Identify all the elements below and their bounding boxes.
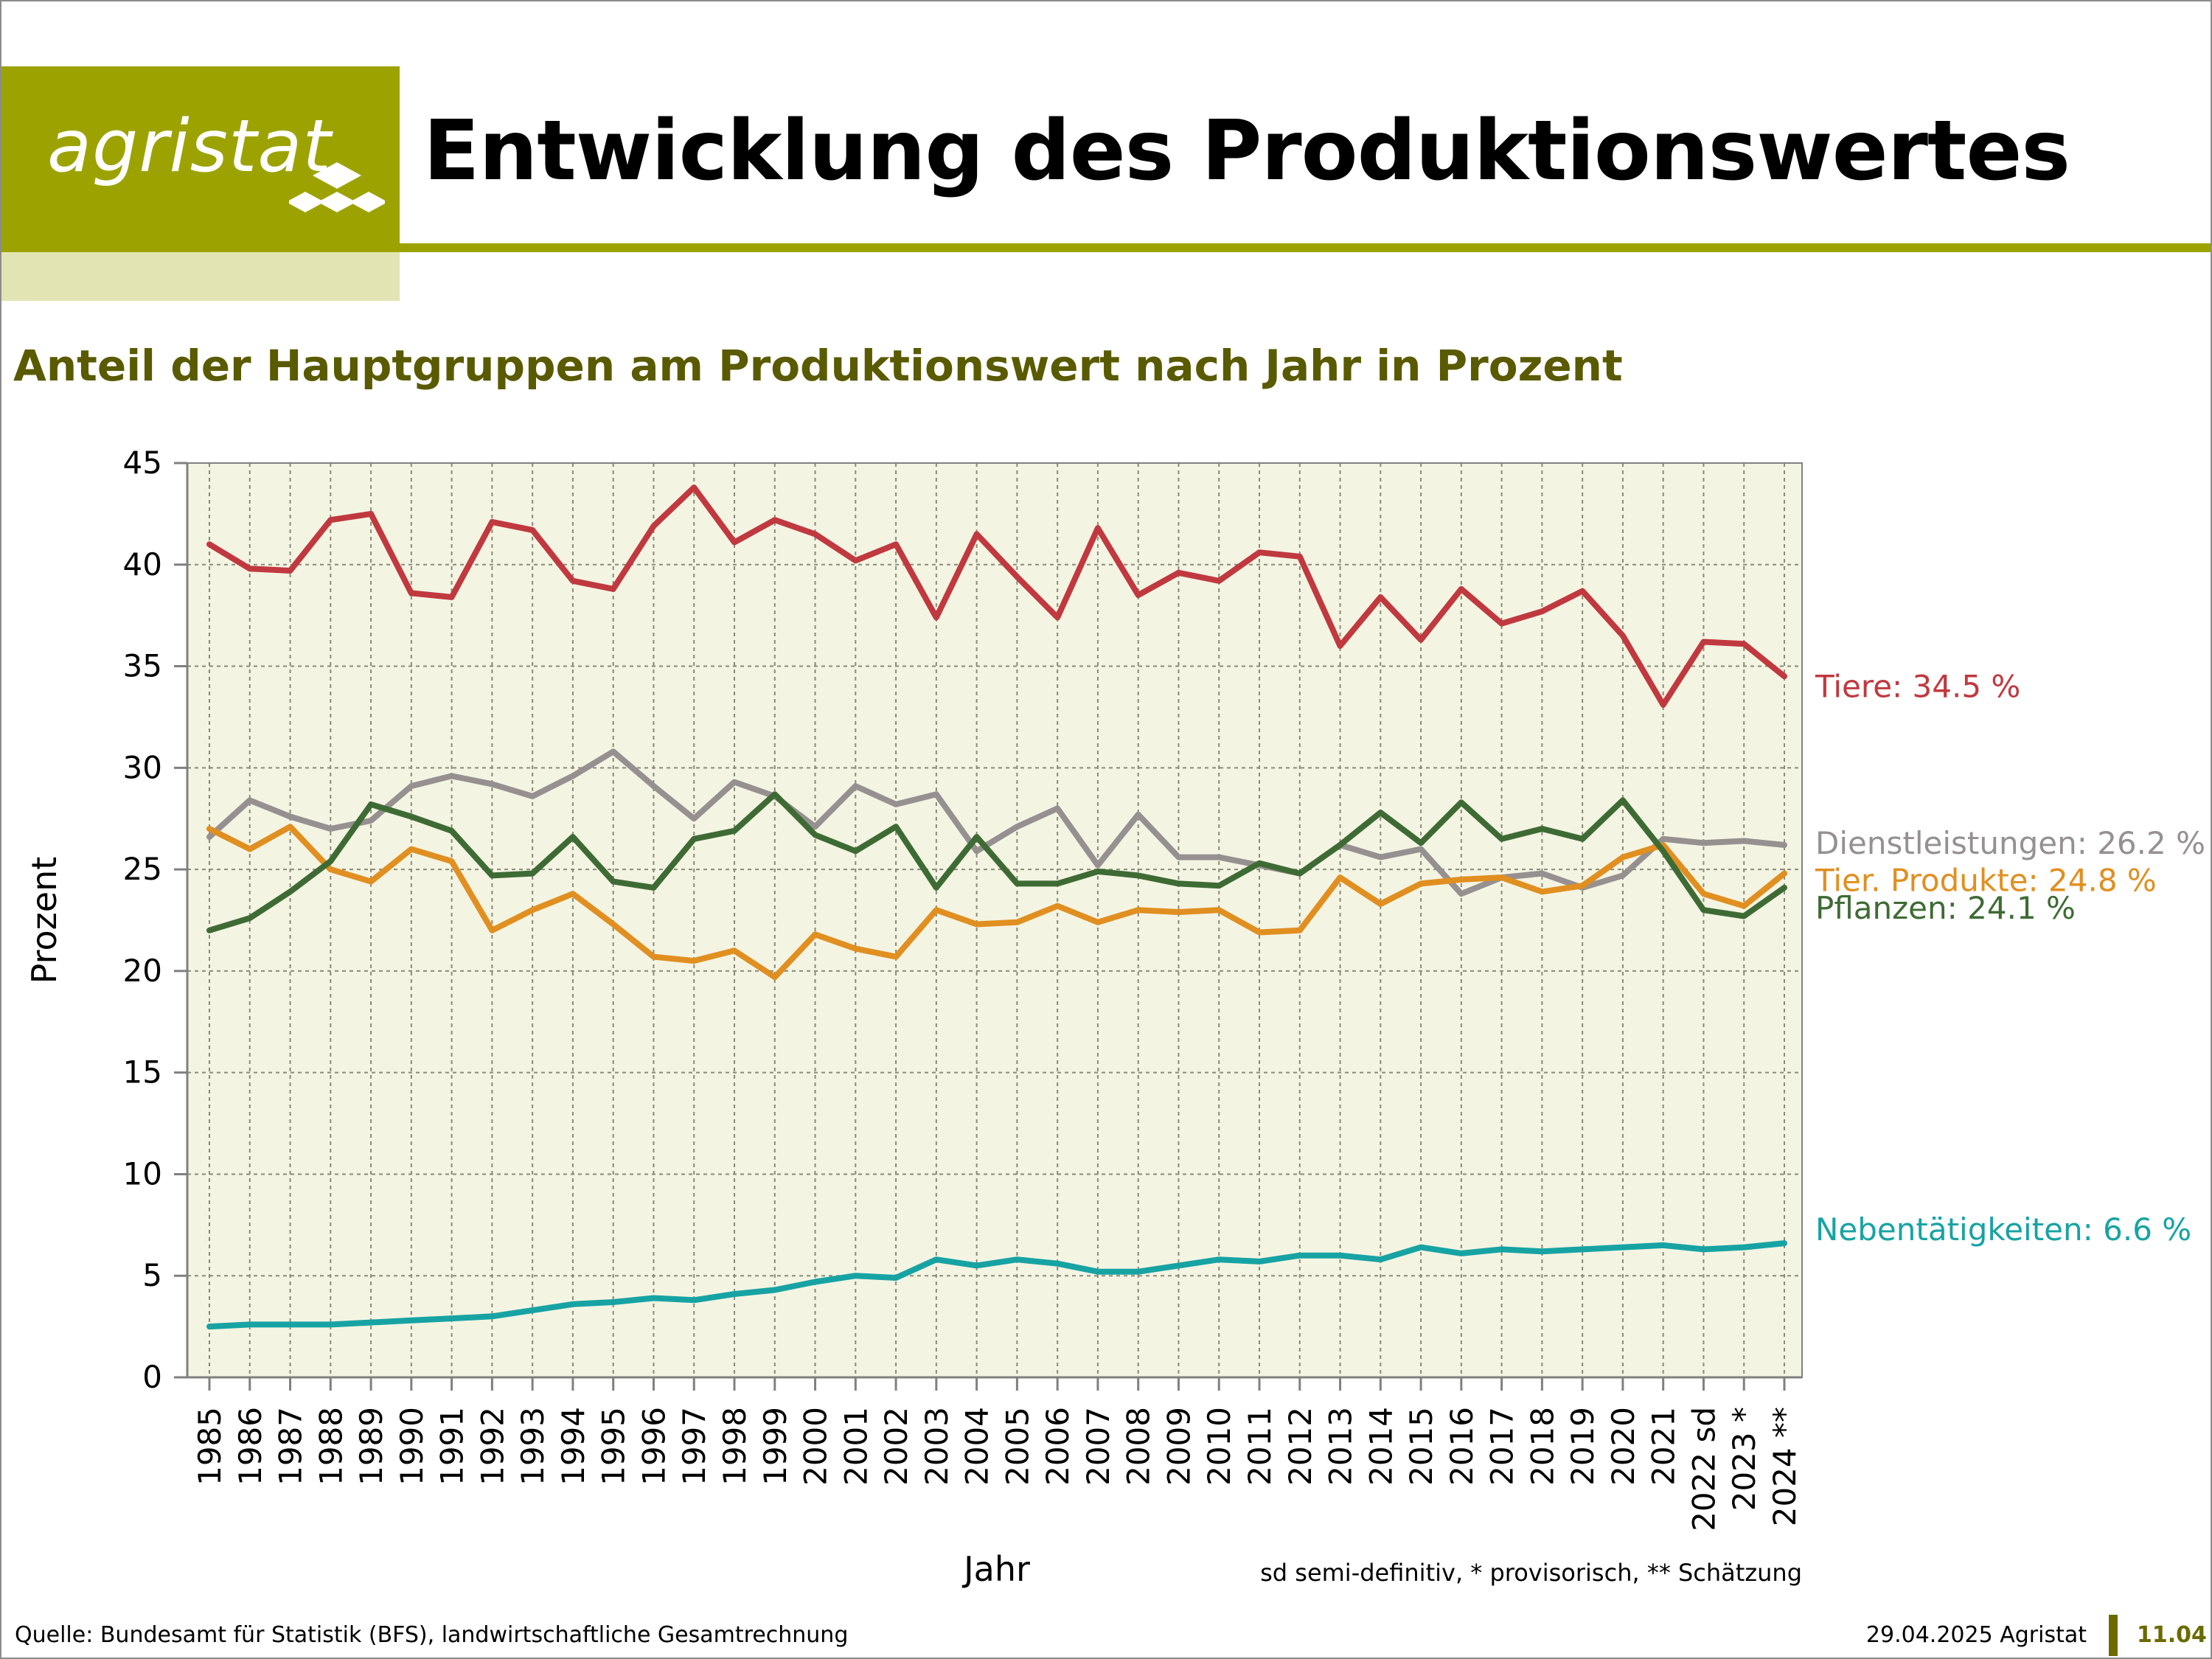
x-tick-label: 2001: [838, 1407, 874, 1486]
chart-footnote: sd semi-definitiv, * provisorisch, ** Sc…: [1260, 1559, 1802, 1587]
x-tick-label: 1995: [596, 1407, 632, 1486]
footer-page-number: 11.04: [2137, 1622, 2207, 1648]
x-tick-label: 1986: [232, 1407, 268, 1486]
series-end-label: Dienstleistungen: 26.2 %: [1815, 825, 2205, 861]
x-tick-label: 2014: [1363, 1407, 1399, 1486]
chart-subtitle: Anteil der Hauptgruppen am Produktionswe…: [13, 341, 1623, 391]
y-tick-label: 45: [123, 445, 162, 481]
x-tick-label: 2012: [1282, 1407, 1318, 1486]
y-tick-labels: 0 5 10 15 20 25 30 35 40 45: [123, 445, 162, 1395]
y-tick-label: 15: [123, 1054, 162, 1091]
y-tick-label: 10: [123, 1155, 162, 1192]
x-tick-label: 1992: [474, 1407, 510, 1486]
x-tick-label: 2013: [1323, 1407, 1359, 1486]
y-tick-label: 40: [123, 546, 162, 582]
series-line-tiere: [206, 484, 1787, 708]
header-rule: [400, 243, 2211, 252]
x-tick-label: 2016: [1444, 1407, 1480, 1486]
x-tick-label: 2006: [1040, 1407, 1076, 1486]
x-tick-label: 2009: [1161, 1407, 1197, 1486]
y-axis-label: Prozent: [24, 857, 64, 984]
x-tick-label: 2020: [1605, 1407, 1641, 1486]
x-tick-labels: 1985 1986 1987 1988 1989 1990 1991 1992 1993 1994…: [192, 1407, 1803, 1531]
x-tick-label: 1987: [273, 1407, 309, 1486]
diamond-logo-icon: [289, 162, 385, 212]
axes: [174, 462, 1803, 1391]
x-tick-label: 2017: [1484, 1407, 1520, 1486]
x-tick-label: 2023 *: [1726, 1407, 1762, 1511]
x-tick-label: 1993: [515, 1407, 551, 1486]
x-tick-label: 2002: [878, 1407, 914, 1486]
x-tick-label: 2005: [999, 1407, 1035, 1486]
x-tick-label: 2018: [1524, 1407, 1560, 1486]
x-tick-label: 2021: [1646, 1407, 1682, 1486]
x-tick-label: 1991: [434, 1407, 470, 1486]
x-tick-label: 1997: [676, 1407, 712, 1486]
y-tick-label: 25: [123, 851, 162, 887]
x-tick-label: 2024 **: [1767, 1407, 1803, 1526]
x-tick-label: 2015: [1403, 1407, 1439, 1486]
x-tick-label: 1999: [757, 1407, 793, 1486]
x-tick-label: 2022 sd: [1686, 1407, 1722, 1531]
series-end-label: Pflanzen: 24.1 %: [1815, 890, 2076, 926]
x-tick-label: 1988: [313, 1407, 349, 1486]
x-tick-label: 2003: [919, 1407, 955, 1486]
x-tick-label: 2008: [1121, 1407, 1157, 1486]
series-line-pflanzen: [206, 791, 1787, 933]
x-tick-label: 1985: [192, 1407, 228, 1486]
page-title: Entwicklung des Produktionswertes: [423, 103, 2070, 199]
x-tick-label: 1994: [555, 1407, 591, 1486]
series-lines: [206, 484, 1787, 1330]
series-end-label: Tiere: 34.5 %: [1815, 668, 2020, 704]
series-line-dienstleistungen: [206, 748, 1787, 897]
agristat-logo: agristat: [1, 66, 400, 252]
logo-text: agristat: [47, 105, 332, 189]
footer-date: 29.04.2025 Agristat: [1865, 1622, 2087, 1648]
footer-source: Quelle: Bundesamt für Statistik (BFS), l…: [15, 1622, 849, 1648]
y-tick-label: 0: [142, 1359, 162, 1395]
x-tick-label: 1990: [394, 1407, 430, 1486]
series-line-nebentätigkeiten: [206, 1240, 1787, 1330]
x-axis-label: Jahr: [961, 1549, 1030, 1589]
x-tick-label: 1998: [717, 1407, 753, 1486]
footer-divider: [2109, 1615, 2118, 1656]
series-line-tier-produkte: [206, 824, 1787, 981]
y-tick-label: 30: [123, 749, 162, 785]
logo-underline-strip: [1, 252, 400, 301]
x-tick-label: 2010: [1201, 1407, 1237, 1486]
x-tick-label: 1989: [353, 1407, 389, 1486]
y-tick-label: 5: [142, 1257, 162, 1293]
series-end-labels: Tiere: 34.5 % Dienstleistungen: 26.2 %Tie…: [1815, 668, 2205, 1248]
x-tick-label: 2019: [1565, 1407, 1601, 1486]
x-tick-label: 2000: [798, 1407, 834, 1486]
series-end-label: Nebentätigkeiten: 6.6 %: [1815, 1211, 2191, 1248]
series-end-label: Tier. Produkte: 24.8 %: [1815, 863, 2157, 899]
y-tick-label: 20: [123, 953, 162, 989]
x-tick-label: 2004: [959, 1407, 995, 1486]
x-tick-label: 2011: [1242, 1407, 1278, 1486]
y-tick-label: 35: [123, 648, 162, 684]
x-tick-label: 1996: [636, 1407, 672, 1486]
x-tick-label: 2007: [1080, 1407, 1116, 1486]
